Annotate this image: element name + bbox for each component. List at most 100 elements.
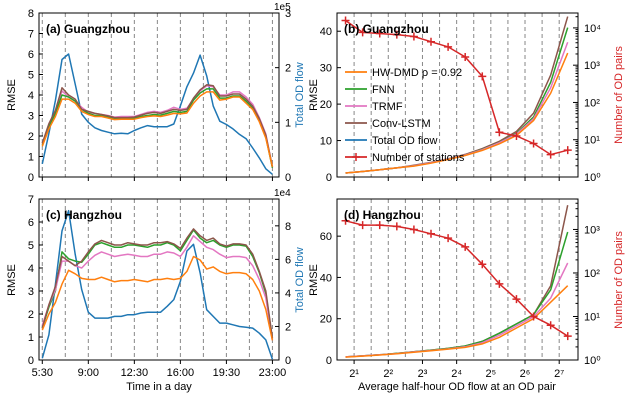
c-xtick-label: 16:00 [167, 367, 195, 379]
b-y2label: Number of OD pairs [613, 46, 625, 144]
legend-convlstm-label: Conv-LSTM [372, 118, 431, 130]
panel-a: 0 1 2 3 4 5 6 7 8 0 1 2 3 (a) Guangzhou RMSE Total … [6, 2, 306, 184]
d-y2ticks: 10⁰ 10¹ 10² 10³ [573, 198, 601, 367]
b-ytick-label: 10 [320, 136, 332, 148]
a-y2scale: 1e5 [274, 2, 291, 13]
c-series-convlstm [41, 228, 274, 339]
d-xtick-label: 2⁵ [485, 368, 496, 380]
c-frame [38, 198, 280, 361]
c-series [41, 209, 274, 360]
d-station-marker [409, 225, 418, 234]
b-ylabel: RMSE [308, 79, 320, 111]
c-y2label: Total OD flow [294, 247, 306, 312]
a-ytick-label: 5 [28, 70, 34, 82]
d-ylabel: RMSE [308, 264, 320, 296]
d-gridlines [353, 199, 560, 364]
b-ytick-label: 40 [320, 26, 332, 38]
c-xtick-label: 9:00 [78, 367, 99, 379]
b-frame [336, 12, 579, 178]
a-series-hwdmd [41, 91, 274, 167]
panel-d: 0 20 40 60 10⁰ 10¹ 10² 10³ 2¹ 2² 2³ 2⁴ 2⁵ 2⁶ 2⁷ (d) … [308, 198, 625, 393]
a-y2ticks: 0 1 2 3 [275, 8, 291, 184]
a-ytick-label: 7 [28, 29, 34, 41]
d-station-marker [444, 234, 453, 243]
b-y2tick-label: 10³ [584, 60, 600, 72]
c-y2scale: 1e4 [274, 188, 291, 199]
d-yticks: 0 20 40 60 [320, 231, 341, 367]
b-station-marker [563, 146, 572, 155]
c-xtick-label: 12:30 [121, 367, 149, 379]
d-xtick-label: 2¹ [349, 368, 359, 380]
d-xtick-label: 2² [383, 368, 393, 380]
d-station-marker [546, 321, 555, 330]
d-xtick-label: 2³ [418, 368, 428, 380]
b-station-marker [461, 52, 470, 61]
c-ylabel: RMSE [6, 264, 18, 296]
b-station-marker [341, 16, 350, 25]
a-series-trmf [41, 85, 274, 167]
b-yticks: 0 10 20 30 40 [320, 26, 341, 184]
d-station-marker [427, 229, 436, 238]
d-series [341, 205, 572, 358]
b-y2tick-label: 10⁰ [584, 172, 601, 184]
b-y2tick-label: 10² [584, 97, 600, 109]
d-ytick-label: 0 [326, 355, 332, 367]
c-series-total [41, 209, 274, 360]
a-ytick-label: 2 [28, 131, 34, 143]
b-gridlines [353, 13, 560, 181]
a-y2tick-label: 0 [285, 172, 291, 184]
d-ytick-label: 20 [320, 314, 332, 326]
d-series-hwdmd [345, 285, 569, 358]
a-y2tick-label: 3 [285, 8, 291, 20]
a-ytick-label: 8 [28, 8, 34, 20]
a-ytick-label: 1 [28, 152, 34, 164]
c-title: (c) Hangzhou [46, 208, 122, 222]
b-station-marker [546, 150, 555, 159]
b-y2ticks: 10⁰ 10¹ 10² 10³ 10⁴ [573, 16, 601, 184]
b-station-marker [512, 132, 521, 140]
d-xtick-label: 2⁷ [554, 368, 564, 380]
d-title: (d) Hangzhou [344, 208, 421, 222]
b-y2tick-label: 10¹ [584, 135, 600, 147]
c-ytick-label: 3 [28, 286, 34, 298]
c-ytick-label: 5 [28, 240, 34, 252]
d-station-marker [495, 279, 504, 288]
a-ytick-label: 6 [28, 49, 34, 61]
b-station-marker [409, 32, 418, 41]
a-yticks: 0 1 2 3 4 5 6 7 8 [28, 8, 43, 184]
c-y2ticks: 0 2 4 6 8 [275, 221, 291, 367]
b-title: (b) Guangzhou [344, 22, 429, 36]
c-xticks: 5:30 9:00 12:30 16:00 19:30 23:00 [32, 367, 287, 379]
a-gridlines [41, 13, 273, 181]
d-ytick-label: 60 [320, 231, 332, 243]
d-xtick-label: 2⁶ [520, 368, 531, 380]
b-ytick-label: 0 [326, 172, 332, 184]
a-ylabel: RMSE [6, 79, 18, 111]
b-station-marker [358, 28, 367, 37]
d-y2tick-label: 10⁰ [584, 355, 601, 367]
c-xtick-label: 19:30 [213, 367, 241, 379]
a-ytick-label: 0 [28, 172, 34, 184]
d-station-marker [478, 260, 487, 269]
b-station-marker [495, 128, 504, 137]
legend-number-of-stations-marker [352, 153, 360, 161]
b-station-marker [375, 29, 384, 38]
d-station-marker [358, 221, 367, 230]
c-y2tick-label: 4 [285, 288, 291, 300]
d-y2tick-label: 10² [584, 268, 600, 280]
b-legend: HW-DMD ρ = 0.92 FNN TRMF Conv-LSTM Total OD … [345, 67, 465, 164]
c-gridlines [41, 199, 273, 364]
d-station-marker [375, 221, 384, 230]
d-xtick-label: 2⁴ [451, 368, 462, 380]
c-ytick-label: 6 [28, 217, 34, 229]
a-y2tick-label: 2 [285, 63, 291, 75]
b-ytick-label: 30 [320, 63, 332, 75]
d-y2tick-label: 10¹ [584, 311, 600, 323]
d-station-marker [341, 216, 350, 225]
legend-trmf-label: TRMF [372, 101, 403, 113]
legend-hwdmd-label: HW-DMD ρ = 0.92 [372, 67, 462, 79]
c-y2tick-label: 8 [285, 221, 291, 233]
b-y2tick-label: 10⁴ [584, 23, 601, 35]
d-station-marker [563, 332, 572, 341]
